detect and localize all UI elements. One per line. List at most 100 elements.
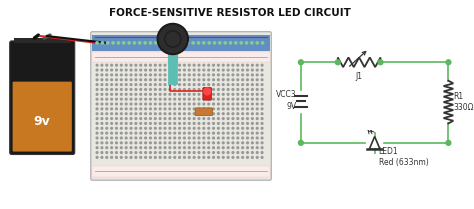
Circle shape xyxy=(116,137,118,139)
Circle shape xyxy=(159,79,161,81)
Circle shape xyxy=(164,147,166,149)
Circle shape xyxy=(120,147,122,149)
Circle shape xyxy=(218,93,219,95)
Circle shape xyxy=(159,127,161,129)
Circle shape xyxy=(120,93,122,95)
Circle shape xyxy=(193,137,195,139)
FancyBboxPatch shape xyxy=(13,82,72,152)
Circle shape xyxy=(242,74,244,76)
Circle shape xyxy=(208,157,210,158)
Circle shape xyxy=(135,132,137,134)
Circle shape xyxy=(101,142,103,144)
Circle shape xyxy=(203,152,205,153)
Circle shape xyxy=(227,152,229,153)
Circle shape xyxy=(256,103,258,105)
Circle shape xyxy=(111,118,112,120)
Circle shape xyxy=(188,113,190,115)
Circle shape xyxy=(174,132,175,134)
Circle shape xyxy=(208,98,210,100)
Circle shape xyxy=(218,89,219,90)
Circle shape xyxy=(155,137,156,139)
Circle shape xyxy=(232,113,234,115)
Circle shape xyxy=(130,142,132,144)
Circle shape xyxy=(155,89,156,90)
Circle shape xyxy=(227,127,229,129)
Circle shape xyxy=(252,64,253,66)
Circle shape xyxy=(237,84,239,85)
Circle shape xyxy=(149,42,152,44)
Circle shape xyxy=(116,122,118,124)
Circle shape xyxy=(261,93,263,95)
Circle shape xyxy=(116,69,118,71)
Circle shape xyxy=(140,64,142,66)
Circle shape xyxy=(208,152,210,153)
Circle shape xyxy=(125,108,127,110)
Circle shape xyxy=(222,64,224,66)
Circle shape xyxy=(116,118,118,120)
Circle shape xyxy=(198,122,200,124)
Circle shape xyxy=(213,137,214,139)
Circle shape xyxy=(213,79,214,81)
Circle shape xyxy=(135,152,137,153)
Circle shape xyxy=(116,152,118,153)
Circle shape xyxy=(140,118,142,120)
Circle shape xyxy=(252,147,253,149)
Circle shape xyxy=(106,64,108,66)
FancyBboxPatch shape xyxy=(9,41,75,154)
Circle shape xyxy=(246,137,248,139)
Circle shape xyxy=(140,74,142,76)
Circle shape xyxy=(183,113,185,115)
Circle shape xyxy=(213,118,214,120)
Circle shape xyxy=(101,69,103,71)
Circle shape xyxy=(203,93,205,95)
Circle shape xyxy=(222,118,224,120)
Circle shape xyxy=(218,137,219,139)
Circle shape xyxy=(106,152,108,153)
Circle shape xyxy=(159,64,161,66)
Circle shape xyxy=(237,79,239,81)
Circle shape xyxy=(208,127,210,129)
Circle shape xyxy=(130,108,132,110)
Circle shape xyxy=(101,42,103,44)
Circle shape xyxy=(232,127,234,129)
Circle shape xyxy=(111,98,112,100)
Circle shape xyxy=(198,118,200,120)
Circle shape xyxy=(174,122,175,124)
Circle shape xyxy=(140,152,142,153)
Circle shape xyxy=(246,118,248,120)
Circle shape xyxy=(213,74,214,76)
Circle shape xyxy=(155,69,156,71)
Circle shape xyxy=(183,98,185,100)
Circle shape xyxy=(106,89,108,90)
Circle shape xyxy=(183,84,185,85)
Circle shape xyxy=(179,142,181,144)
Circle shape xyxy=(246,89,248,90)
Circle shape xyxy=(135,98,137,100)
Circle shape xyxy=(256,84,258,85)
Circle shape xyxy=(242,122,244,124)
Circle shape xyxy=(378,60,383,65)
Circle shape xyxy=(120,69,122,71)
Circle shape xyxy=(140,113,142,115)
Circle shape xyxy=(145,113,146,115)
Circle shape xyxy=(120,103,122,105)
Circle shape xyxy=(116,147,118,149)
Circle shape xyxy=(116,108,118,110)
Circle shape xyxy=(120,118,122,120)
Circle shape xyxy=(179,103,181,105)
Circle shape xyxy=(188,118,190,120)
Circle shape xyxy=(261,42,264,44)
Circle shape xyxy=(256,122,258,124)
Circle shape xyxy=(164,98,166,100)
Circle shape xyxy=(246,79,248,81)
Circle shape xyxy=(198,103,200,105)
Circle shape xyxy=(252,137,253,139)
Circle shape xyxy=(174,93,175,95)
Circle shape xyxy=(242,89,244,90)
Circle shape xyxy=(203,147,205,149)
Circle shape xyxy=(116,74,118,76)
Circle shape xyxy=(140,103,142,105)
Circle shape xyxy=(183,74,185,76)
Circle shape xyxy=(155,152,156,153)
Circle shape xyxy=(218,74,219,76)
